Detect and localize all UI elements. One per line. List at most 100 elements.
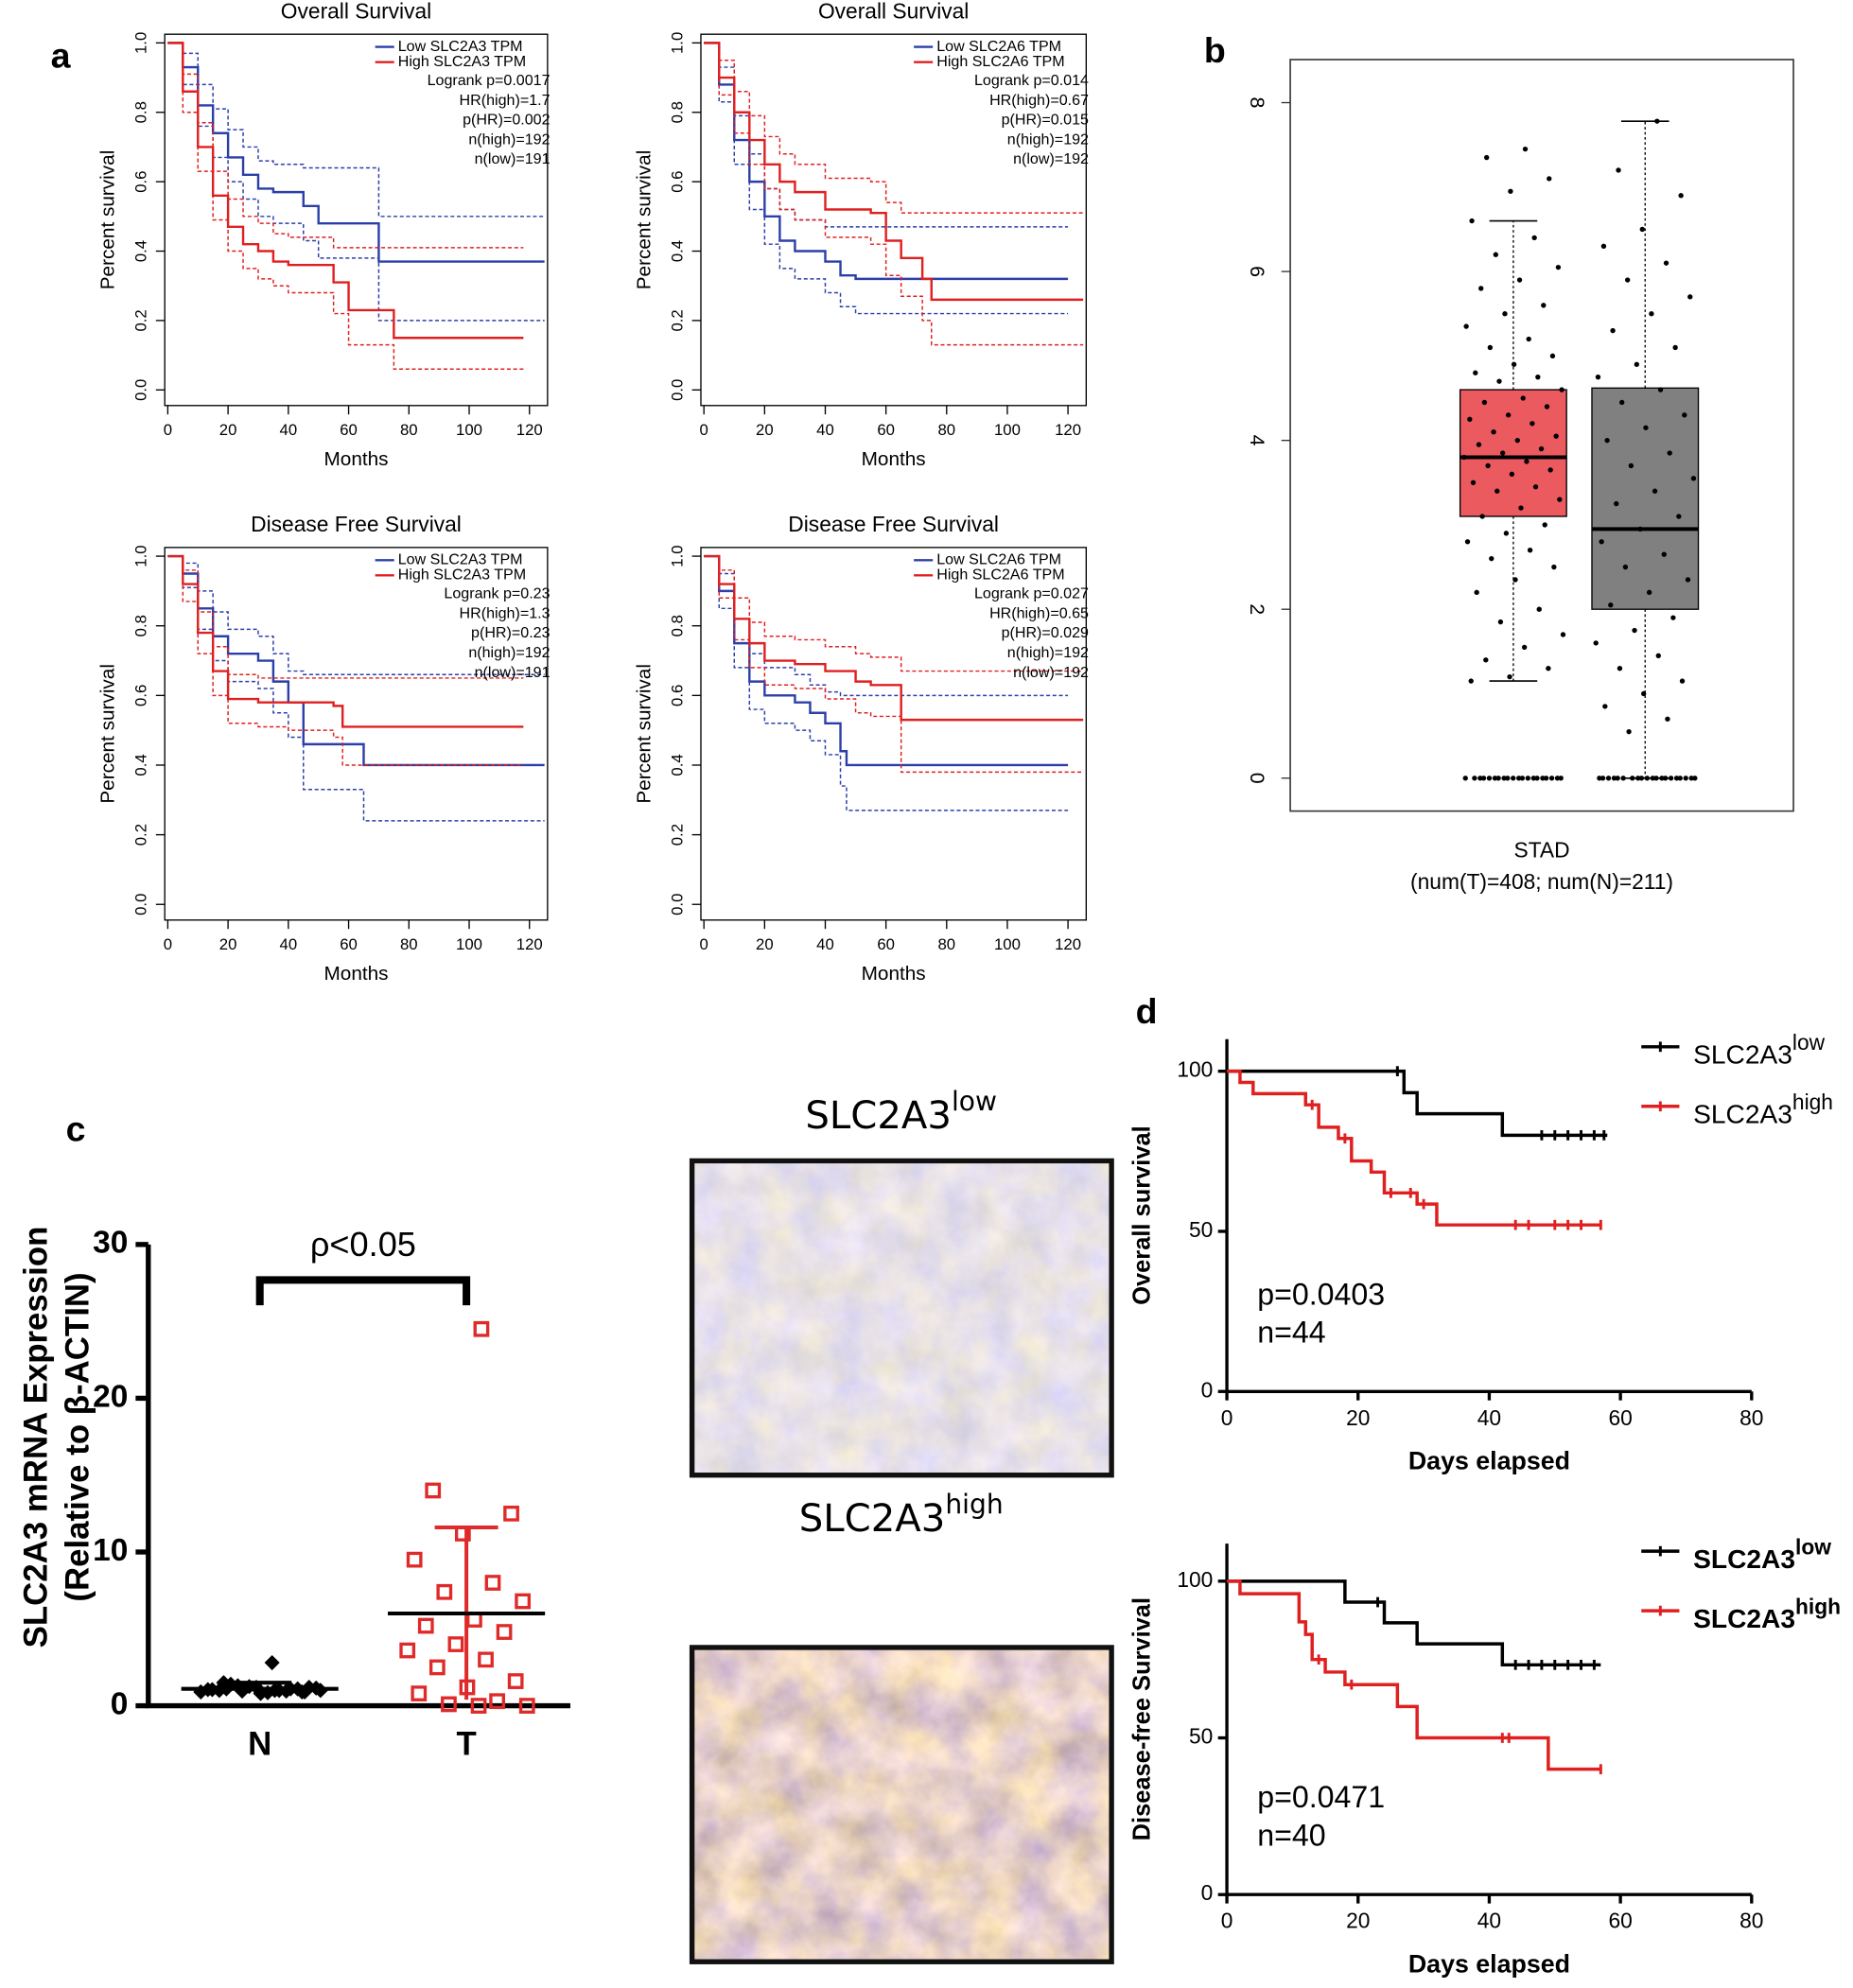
- x-tick-label: 100: [994, 935, 1021, 953]
- confidence-line: [167, 42, 545, 218]
- legend-label-superscript: high: [1792, 1090, 1833, 1114]
- data-point: [1524, 459, 1530, 464]
- data-point: [1538, 445, 1545, 452]
- legend-label-superscript: low: [1792, 1030, 1826, 1055]
- data-point: [1602, 704, 1608, 709]
- box: [1591, 387, 1700, 610]
- data-point: [1688, 776, 1694, 781]
- legend-label: Low SLC2A3 TPM: [398, 551, 523, 568]
- data-point: [507, 1673, 524, 1689]
- plot-frame: [164, 33, 549, 407]
- x-tick-label: 20: [1346, 1909, 1370, 1933]
- y-tick-label: 10: [93, 1533, 128, 1568]
- y-tick-label: 0.8: [131, 615, 149, 637]
- x-axis-label: Days elapsed: [1408, 1446, 1570, 1474]
- data-point: [1604, 437, 1610, 444]
- data-point: [489, 1693, 505, 1710]
- data-point: [1518, 505, 1524, 511]
- data-point: [1503, 531, 1510, 536]
- data-point: [1610, 327, 1616, 334]
- survival-line: [1227, 1579, 1601, 1771]
- legend-label: High SLC2A6 TPM: [936, 567, 1064, 584]
- data-point: [1505, 412, 1512, 418]
- x-axis-label: STAD: [1514, 837, 1570, 862]
- data-point: [216, 1675, 232, 1691]
- x-tick-label: 120: [516, 935, 543, 953]
- legend-label: Low SLC2A6 TPM: [936, 38, 1061, 55]
- plot-frame: [164, 547, 549, 921]
- annotation: Logrank p=0.027: [974, 585, 1089, 602]
- data-point: [1600, 243, 1607, 249]
- legend-label: SLC2A3high: [1693, 1090, 1833, 1129]
- y-tick-label: 1.0: [131, 32, 149, 54]
- y-tick-label: 0.2: [131, 309, 149, 331]
- survival-line: [167, 554, 524, 728]
- data-point: [1467, 416, 1473, 423]
- x-tick-label: 0: [700, 421, 708, 439]
- x-tick-label: T: [456, 1726, 476, 1763]
- data-point: [1481, 399, 1488, 406]
- plot-frame: [700, 547, 1088, 921]
- data-point: [1462, 776, 1468, 781]
- data-point: [1672, 344, 1678, 351]
- data-point: [1654, 118, 1660, 124]
- data-point: [1477, 776, 1483, 781]
- confidence-line: [167, 42, 524, 371]
- data-point: [496, 1624, 513, 1640]
- data-point: [1470, 480, 1477, 485]
- annotation: n(low)=191: [475, 664, 551, 681]
- data-point: [436, 1583, 453, 1600]
- data-point: [484, 1575, 501, 1591]
- y-axis-label: Overall survival: [1128, 1125, 1155, 1305]
- data-point: [1491, 429, 1496, 435]
- plot-frame: [700, 33, 1088, 407]
- image-title: SLC2A3low: [805, 1086, 997, 1138]
- annotation: n(high)=192: [468, 131, 550, 148]
- data-point: [1473, 370, 1478, 375]
- data-point: [1534, 776, 1540, 781]
- x-tick-label: 80: [1739, 1405, 1763, 1430]
- data-point: [1649, 311, 1654, 317]
- data-point: [1486, 776, 1493, 781]
- data-point: [1597, 776, 1602, 781]
- confidence-line: [167, 42, 524, 249]
- data-point: [1483, 154, 1490, 161]
- data-point: [411, 1685, 428, 1701]
- confidence-line: [167, 555, 524, 766]
- confidence-line: [704, 42, 1084, 214]
- data-point: [1461, 454, 1467, 461]
- data-point: [1516, 776, 1522, 781]
- y-axis-label: SLC2A3 mRNA Expression: [17, 1227, 54, 1648]
- y-tick-label: 0.8: [131, 101, 149, 123]
- data-point: [1464, 539, 1471, 545]
- data-point: [1500, 450, 1506, 456]
- data-point: [1683, 776, 1688, 781]
- x-tick-label: 80: [1739, 1909, 1763, 1933]
- panel-label: b: [1204, 30, 1226, 70]
- data-point: [1655, 653, 1661, 658]
- ihc-image: [691, 1160, 1112, 1475]
- annotation: p=0.0403: [1257, 1277, 1385, 1311]
- x-axis-label: (num(T)=408; num(N)=211): [1410, 869, 1673, 894]
- data-point: [1599, 539, 1604, 545]
- y-tick-label: 0.4: [131, 754, 149, 776]
- annotation: HR(high)=1.7: [460, 92, 551, 109]
- data-point: [1676, 514, 1682, 519]
- x-tick-label: 60: [877, 935, 895, 953]
- x-tick-label: 0: [1221, 1405, 1233, 1430]
- legend-label-superscript: high: [1795, 1594, 1841, 1618]
- data-point: [406, 1551, 423, 1568]
- x-tick-label: 20: [756, 935, 774, 953]
- x-axis-label: Months: [862, 448, 926, 470]
- survival-line: [704, 554, 1084, 722]
- data-point: [1478, 286, 1484, 291]
- confidence-line: [167, 555, 524, 679]
- x-tick-label: 80: [400, 421, 418, 439]
- y-tick-label: 1.0: [131, 545, 149, 567]
- data-point: [1630, 776, 1635, 781]
- annotation: Logrank p=0.014: [974, 72, 1089, 89]
- y-tick-label: 0.6: [131, 171, 149, 193]
- confidence-line: [704, 42, 1084, 346]
